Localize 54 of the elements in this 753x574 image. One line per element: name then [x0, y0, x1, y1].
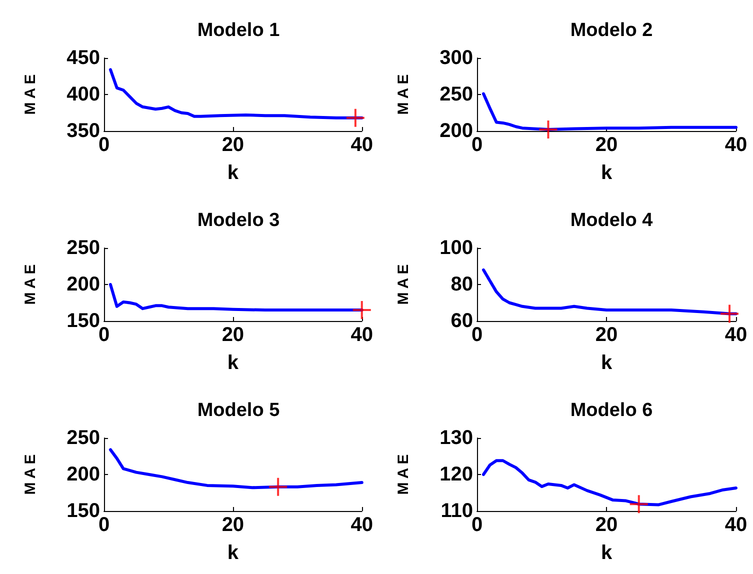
x-tick-label: 40: [724, 514, 748, 536]
y-tick-label: 250: [440, 84, 473, 106]
y-tick-label: 110: [440, 500, 473, 522]
x-tick-label: 0: [98, 324, 110, 346]
y-tick-label: 250: [66, 237, 100, 259]
x-tick-label: 0: [471, 324, 483, 346]
x-tick-label: 20: [222, 324, 244, 346]
x-tick-label: 0: [98, 134, 110, 156]
x-tick-label: 20: [595, 134, 618, 156]
chart-title: Modelo 5: [197, 400, 280, 421]
y-tick-label: 200: [66, 274, 100, 296]
x-tick-label: 20: [595, 324, 618, 346]
x-axis-title: k: [600, 542, 613, 564]
y-tick-label: 350: [66, 120, 100, 142]
x-tick-label: 40: [350, 324, 373, 346]
chart-title: Modelo 2: [570, 20, 653, 41]
y-tick-label: 150: [66, 310, 100, 332]
y-tick-label: 300: [440, 47, 473, 69]
x-axis-title: k: [600, 352, 613, 374]
y-axis-title: M A E: [395, 74, 412, 115]
x-tick-label: 40: [724, 134, 748, 156]
x-axis-title: k: [600, 162, 613, 184]
x-tick-label: 20: [595, 514, 618, 536]
y-tick-label: 120: [440, 464, 473, 486]
y-axis-title: M A E: [395, 454, 412, 495]
x-tick-label: 40: [350, 134, 373, 156]
x-axis-title: k: [227, 542, 240, 564]
x-tick-label: 40: [724, 324, 748, 346]
y-tick-label: 130: [440, 427, 473, 449]
y-tick-label: 250: [66, 427, 100, 449]
chart-title: Modelo 1: [197, 20, 280, 41]
y-axis-title: M A E: [395, 264, 412, 305]
chart-title: Modelo 3: [197, 210, 280, 231]
y-tick-label: 80: [450, 274, 473, 296]
x-axis-title: k: [227, 352, 240, 374]
x-tick-label: 20: [222, 134, 244, 156]
y-axis-title: M A E: [22, 264, 39, 305]
y-tick-label: 150: [66, 500, 100, 522]
x-tick-label: 0: [471, 514, 483, 536]
y-tick-label: 450: [66, 47, 100, 69]
y-tick-label: 200: [66, 464, 100, 486]
chart-title: Modelo 6: [570, 400, 653, 421]
y-tick-label: 200: [440, 120, 473, 142]
y-tick-label: 60: [450, 310, 473, 332]
y-axis-title: M A E: [22, 454, 39, 495]
x-tick-label: 20: [222, 514, 244, 536]
chart-title: Modelo 4: [570, 210, 654, 231]
y-tick-label: 100: [440, 237, 473, 259]
x-tick-label: 40: [350, 514, 373, 536]
y-tick-label: 400: [66, 84, 100, 106]
y-axis-title: M A E: [22, 74, 39, 115]
x-axis-title: k: [227, 162, 240, 184]
x-tick-label: 0: [471, 134, 483, 156]
x-tick-label: 0: [98, 514, 110, 536]
